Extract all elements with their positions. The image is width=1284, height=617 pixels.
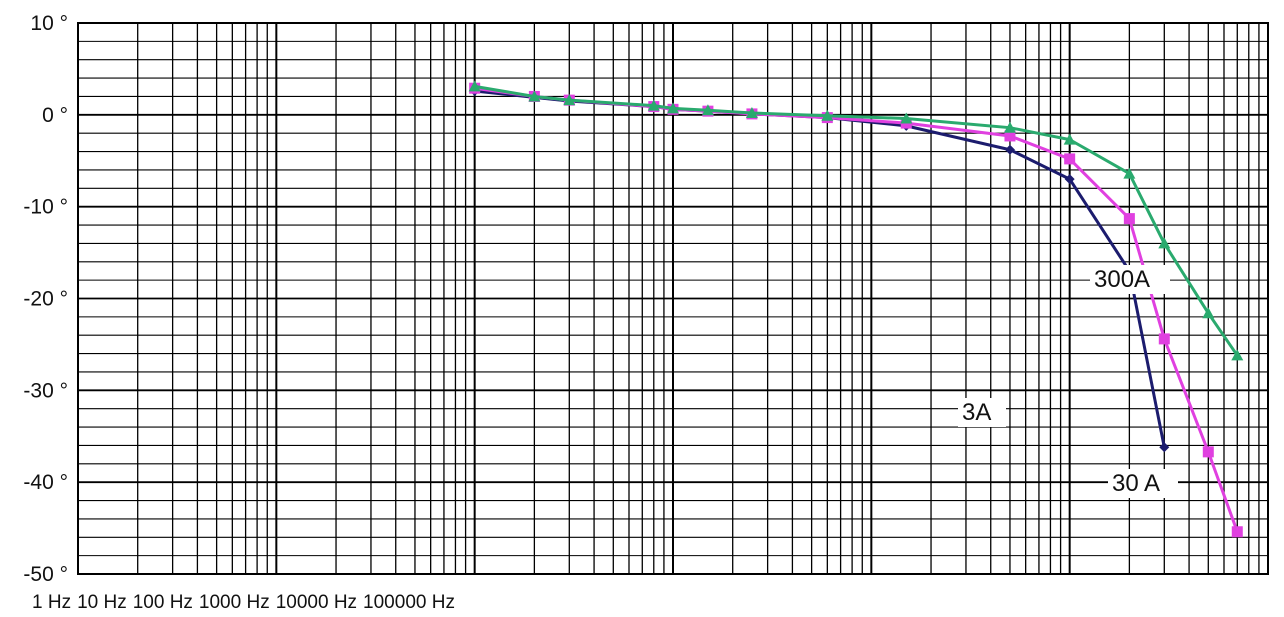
data-point-30a: [1158, 333, 1170, 345]
data-point-300a: [1231, 349, 1244, 361]
data-point-300a: [1063, 133, 1076, 145]
data-point-300a: [701, 104, 714, 116]
data-point-3a: [1004, 144, 1015, 155]
series-line-30a: [474, 86, 1239, 533]
x-tick-label: 100000 Hz: [363, 592, 455, 613]
data-point-300a: [1158, 237, 1171, 249]
x-tick-label: 1000 Hz: [198, 592, 270, 613]
x-tick-label: 100 Hz: [132, 592, 193, 613]
series-layer: [468, 80, 1244, 538]
data-point-300a: [745, 106, 758, 118]
data-point-300a: [563, 94, 576, 106]
y-tick-label: -30 °: [23, 379, 68, 402]
y-tick-label: 10 °: [30, 12, 68, 35]
x-tick-label: 10000 Hz: [275, 592, 358, 613]
x-axis-tick-labels: 1 Hz 10 Hz 100 Hz 1000 Hz 10000 Hz 100000 Hz: [32, 592, 461, 614]
series-label: 300A: [1094, 266, 1150, 293]
data-point-300a: [647, 99, 660, 111]
y-tick-label: -20 °: [23, 288, 68, 311]
series-label: 3A: [962, 399, 991, 426]
series-line-300a: [474, 84, 1239, 357]
data-point-300a: [821, 109, 834, 121]
data-point-30a: [1123, 213, 1135, 225]
data-point-3a: [1064, 174, 1075, 185]
data-point-300a: [468, 80, 481, 92]
series-label-layer: 3A 30 A 300A: [958, 265, 1178, 498]
series-label-background: [1108, 469, 1178, 498]
data-point-30a: [1064, 153, 1076, 165]
data-point-300a: [1003, 121, 1016, 133]
series-label-background: [958, 398, 1006, 427]
y-tick-label: -50 °: [23, 563, 68, 586]
data-point-300a: [528, 90, 541, 102]
x-tick-label: 10 Hz: [77, 592, 127, 613]
plot-frame: [77, 22, 1269, 575]
data-point-30a: [1231, 526, 1243, 538]
data-point-300a: [1123, 167, 1136, 179]
series-label-background: [1090, 265, 1170, 294]
data-point-300a: [900, 112, 913, 124]
data-point-30a: [1202, 446, 1214, 458]
y-axis-tick-labels: 10 ° 0 ° -10 ° -20 ° -30 ° -40 ° -50 °: [23, 12, 68, 586]
data-point-300a: [667, 102, 679, 114]
plot-border: [77, 22, 1269, 575]
data-point-30a: [1004, 130, 1016, 142]
y-tick-label: -40 °: [23, 471, 68, 494]
y-tick-label: -10 °: [23, 196, 68, 219]
data-point-3a: [1159, 442, 1170, 453]
y-tick-label: 0 °: [42, 104, 68, 127]
series-label: 30 A: [1112, 470, 1160, 497]
x-tick-label: 1 Hz: [32, 592, 72, 613]
data-point-300a: [1202, 307, 1215, 319]
